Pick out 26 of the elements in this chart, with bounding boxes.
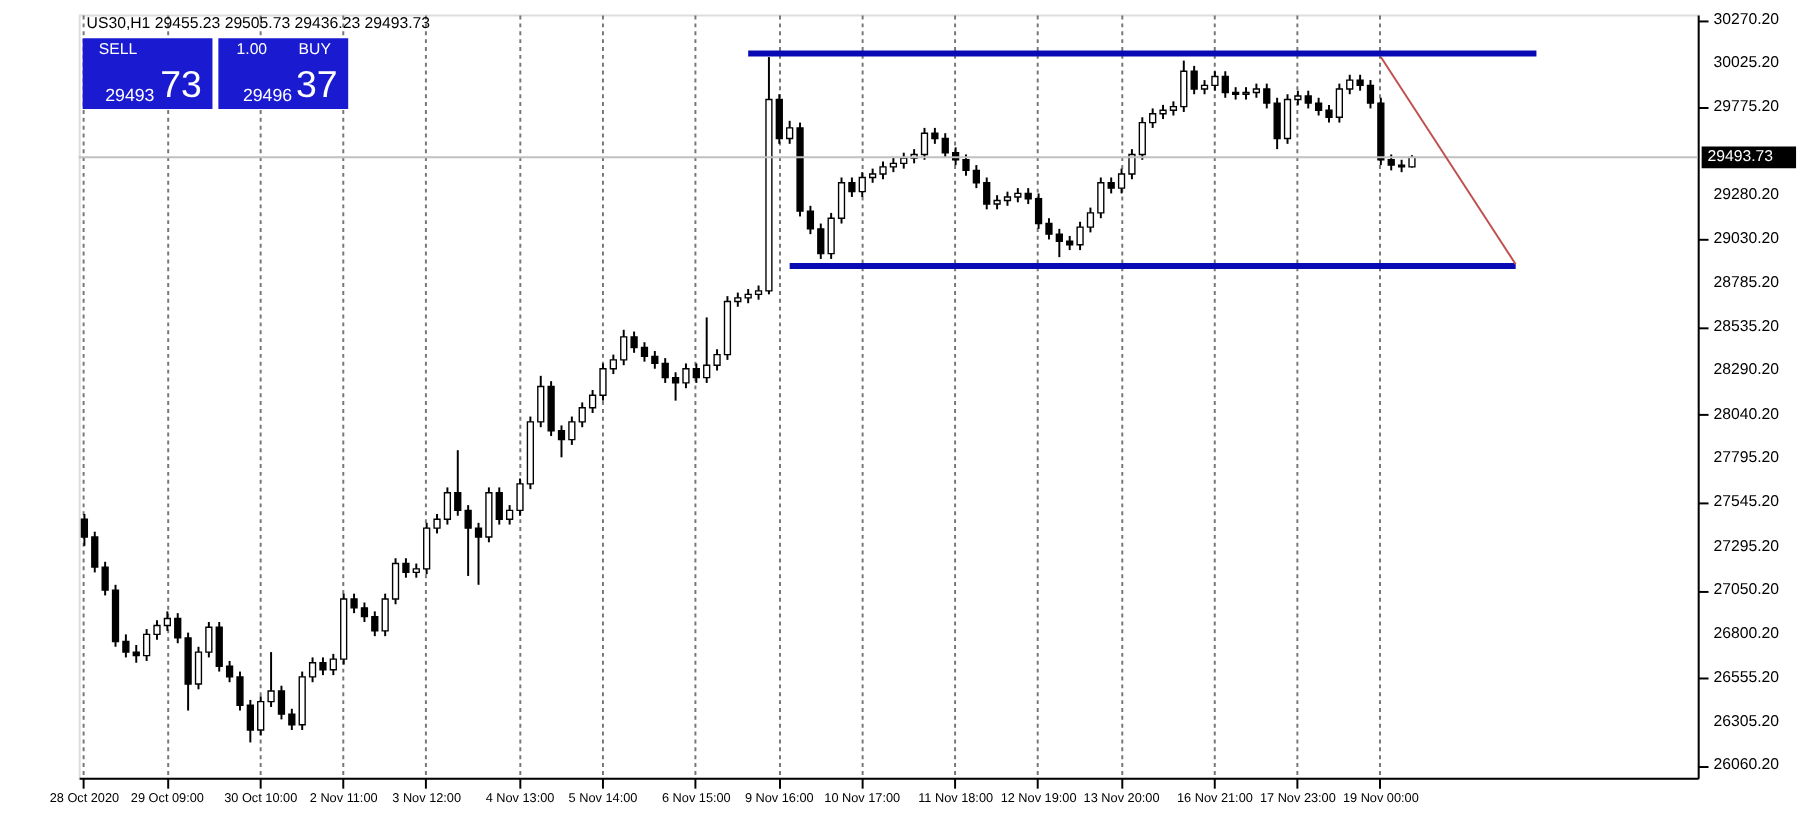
y-tick-label: 29030.20 bbox=[1713, 229, 1781, 248]
ref-line-label: 29493.73 bbox=[1707, 147, 1775, 166]
y-tick-label: 29280.20 bbox=[1713, 185, 1781, 204]
y-tick-label: 28040.20 bbox=[1713, 404, 1781, 423]
y-tick-label: 26305.20 bbox=[1713, 711, 1781, 730]
y-tick-label: 29775.20 bbox=[1713, 97, 1781, 116]
annotation: SELL bbox=[98, 39, 139, 58]
y-tick-label: 26800.20 bbox=[1713, 624, 1781, 643]
chart-title: US30,H1 29455.23 29505.73 29436.23 29493.73 bbox=[86, 14, 432, 33]
y-tick-label: 27795.20 bbox=[1713, 448, 1781, 467]
annotation: 1.00 bbox=[236, 39, 269, 58]
y-tick-label: 27545.20 bbox=[1713, 492, 1781, 511]
y-tick-label: 27295.20 bbox=[1713, 536, 1781, 555]
annotation: 29496 bbox=[242, 85, 293, 106]
y-tick-label: 28785.20 bbox=[1713, 272, 1781, 291]
y-tick-label: 30270.20 bbox=[1713, 9, 1781, 28]
y-tick-label: 28535.20 bbox=[1713, 317, 1781, 336]
annotation: BUY bbox=[298, 39, 333, 58]
y-tick-label: 26060.20 bbox=[1713, 755, 1781, 774]
annotation: 73 bbox=[160, 63, 202, 106]
y-tick-label: 27050.20 bbox=[1713, 580, 1781, 599]
y-tick-label: 26555.20 bbox=[1713, 667, 1781, 686]
annotation: 29493 bbox=[105, 85, 155, 106]
annotation: 37 bbox=[295, 63, 338, 106]
y-tick-label: 30025.20 bbox=[1713, 53, 1781, 72]
y-tick-label: 28290.20 bbox=[1713, 360, 1781, 379]
